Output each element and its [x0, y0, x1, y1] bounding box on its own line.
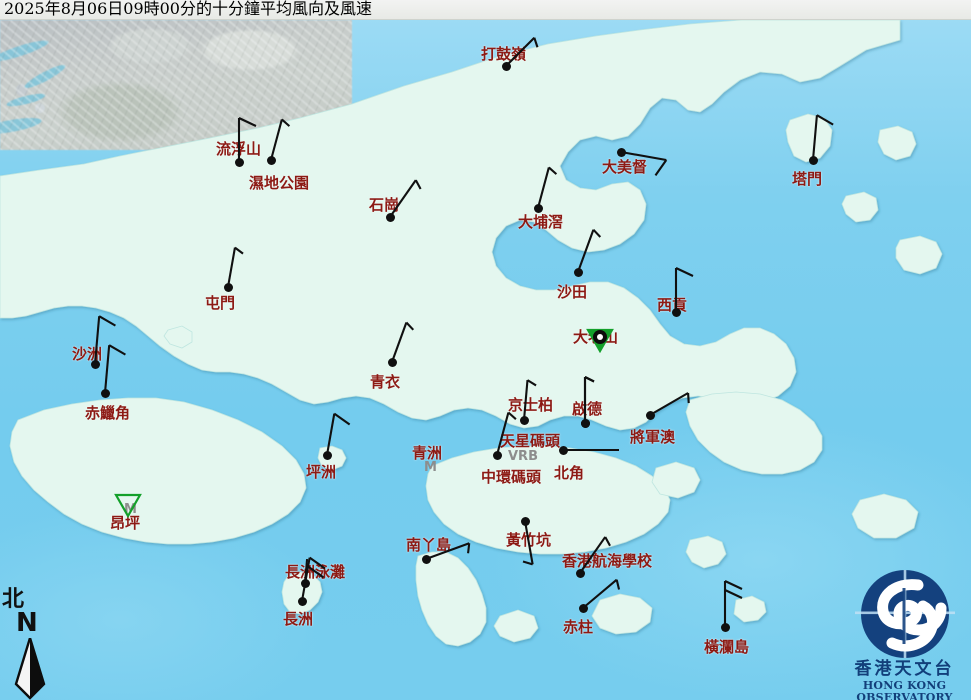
wind-barb [579, 536, 611, 574]
wind-barb [649, 392, 690, 416]
station-label: 沙田 [557, 283, 588, 301]
wind-barb [103, 344, 126, 394]
north-arrow-glyph [14, 638, 46, 700]
station-label: 天星碼頭 [500, 432, 561, 450]
station-label: 中環碼頭 [481, 468, 542, 486]
land-cheung-chau [281, 571, 323, 615]
station-sub-label: VRB [508, 449, 538, 464]
land-islet-waglan [733, 595, 767, 623]
station-label: 昂坪 [110, 514, 141, 532]
station-label: 橫瀾島 [704, 638, 750, 656]
wind-barb [522, 379, 537, 421]
calm-wind-triangle-marker [586, 328, 614, 353]
station-label: 濕地公園 [249, 174, 310, 192]
station-label: 長洲 [283, 610, 314, 628]
station-label: 大美督 [602, 158, 648, 176]
land-lamma [415, 551, 487, 647]
wind-barb [325, 412, 351, 456]
wind-barb [723, 580, 743, 627]
north-arrow-label-cn: 北 [2, 586, 25, 612]
wind-barb [522, 520, 534, 566]
station-sub-label: M [424, 460, 437, 475]
wind-barb [577, 228, 602, 273]
land-islet-se2 [591, 593, 653, 635]
hko-logo-text-cn: 香港天文台 [854, 659, 955, 679]
station-label: 塔門 [792, 170, 823, 188]
hko-logo-mark [855, 570, 955, 658]
wind-barb [495, 411, 517, 456]
station-label: 將軍澳 [630, 428, 676, 446]
land-islet-w1 [163, 325, 193, 349]
land-islet-w2 [851, 493, 919, 539]
wind-barb [536, 166, 558, 209]
station-label: 赤鱲角 [85, 404, 131, 422]
station-label: 屯門 [205, 294, 236, 312]
title-bar: 2025年8月06日09時00分的十分鐘平均風向及風速 [0, 0, 971, 20]
calm-wind-triangle-marker [114, 493, 142, 518]
station-label: 啟德 [572, 400, 603, 418]
land-sai-kung-east [685, 391, 823, 475]
wind-barb [226, 246, 244, 288]
page-title: 2025年8月06日09時00分的十分鐘平均風向及風速 [4, 0, 372, 18]
land-lantau [9, 397, 307, 545]
station-label: 大埔滘 [518, 213, 564, 231]
station-label: 赤柱 [563, 618, 594, 636]
wind-barb [389, 179, 422, 218]
wind-barb [237, 117, 257, 162]
wind-barb [811, 114, 834, 161]
land-islet-e1 [841, 191, 879, 223]
land-hong-kong-island [425, 445, 671, 555]
land-islet-ne [877, 125, 917, 161]
wind-barb [674, 267, 694, 312]
hko-logo: 香港天文台 HONG KONG OBSERVATORY [838, 568, 971, 700]
station-label: 北角 [554, 464, 585, 482]
wind-barb [583, 376, 595, 423]
station-label: 石崗 [369, 196, 400, 214]
station-label: 坪洲 [306, 463, 337, 481]
station-label: 南丫島 [406, 536, 452, 554]
land-islet-e2 [895, 235, 943, 275]
wind-barb [563, 448, 619, 452]
wind-barb [620, 150, 668, 176]
station-label: 京士柏 [508, 396, 554, 414]
land-new-territories [0, 19, 901, 431]
land-islet-se1 [685, 535, 727, 569]
station-label: 青衣 [370, 373, 401, 391]
land-islet-se3 [493, 609, 539, 643]
wind-barb [300, 556, 326, 602]
station-label: 青洲 [412, 444, 443, 462]
north-arrow: 北 N [2, 588, 62, 700]
wind-barb [582, 578, 621, 609]
wind-barb [505, 36, 539, 67]
wind-barb [425, 542, 471, 560]
wind-barb [93, 315, 116, 365]
land-islet-s1 [651, 461, 701, 499]
wind-barb [391, 321, 415, 363]
hko-logo-text-en: HONG KONG OBSERVATORY [856, 679, 953, 700]
north-arrow-label-en: N [16, 608, 38, 638]
wind-barb [269, 118, 291, 161]
